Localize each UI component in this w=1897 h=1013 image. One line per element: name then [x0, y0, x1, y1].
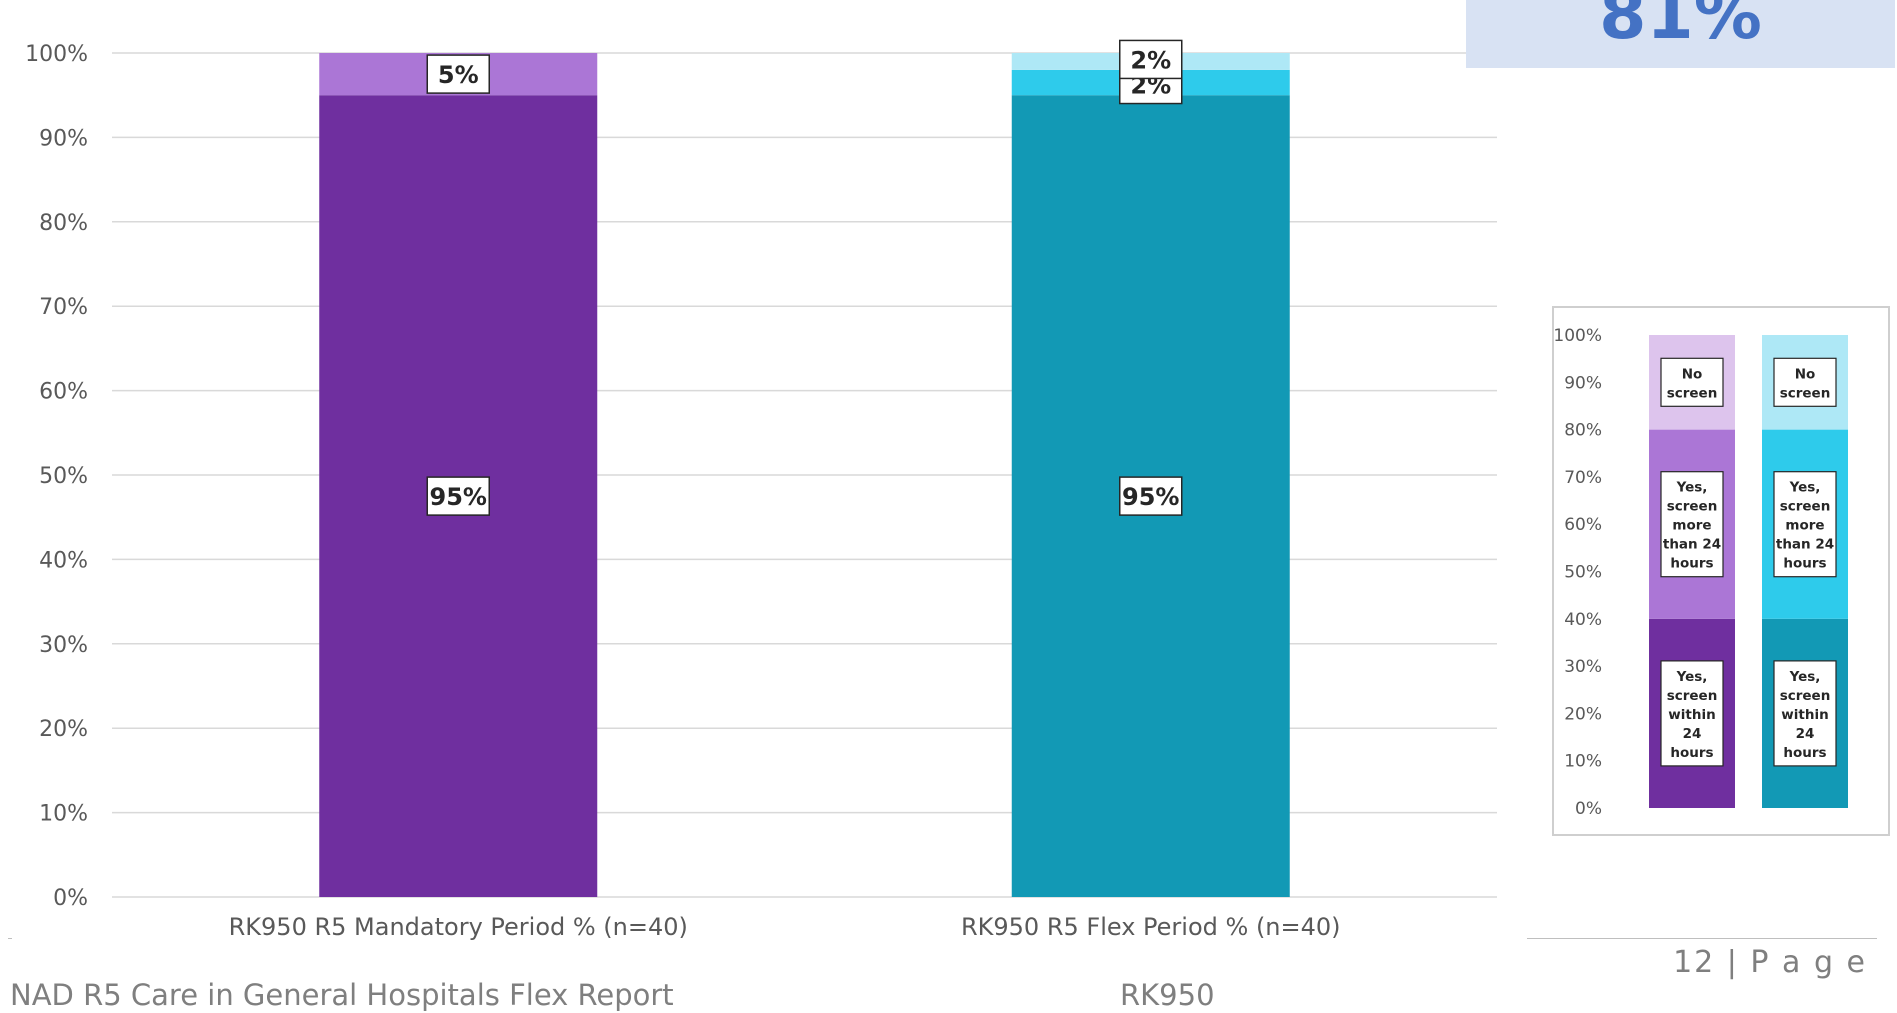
page-number: 12 | P a g e — [1673, 945, 1867, 980]
data-label-box — [1119, 39, 1183, 80]
legend-y-tick-label: 40% — [1564, 610, 1602, 630]
legend-series-label: Yes, screen more than 24 hours — [1776, 480, 1834, 572]
y-tick-label: 50% — [39, 464, 88, 489]
legend-series-label: No screen — [1780, 366, 1831, 401]
footer-rule — [1527, 938, 1877, 939]
data-label-box — [426, 54, 490, 94]
data-label: 2% — [1130, 46, 1171, 74]
legend-y-tick-label: 60% — [1564, 515, 1602, 535]
data-label: 95% — [430, 483, 487, 511]
legend-label-box — [1660, 660, 1724, 767]
y-tick-label: 40% — [39, 548, 88, 573]
legend-y-tick-label: 90% — [1564, 373, 1602, 393]
y-tick-label: 10% — [39, 802, 88, 827]
y-tick-label: 20% — [39, 717, 88, 742]
footer-center-label: RK950 — [1120, 978, 1215, 1012]
legend-label-box — [1773, 471, 1837, 578]
data-label-box — [1119, 476, 1183, 516]
legend-y-tick-label: 100% — [1554, 326, 1602, 346]
legend-y-tick-label: 30% — [1564, 657, 1602, 677]
legend-label-box — [1660, 471, 1724, 578]
legend-series-label: No screen — [1667, 366, 1718, 401]
highlight-box: 81% — [1466, 0, 1895, 68]
highlight-value: 81% — [1599, 0, 1762, 55]
y-tick-label: 90% — [39, 126, 88, 151]
legend-stacked-bar-chart: 0% 10% 20% 30% 40% 50% 60% 70% 80% 90% 100% Yes, scr… — [1554, 326, 1848, 819]
legend-y-tick-label: 20% — [1564, 704, 1602, 724]
legend-series-label: Yes, screen within 24 hours — [1667, 669, 1718, 761]
x-category-label: RK950 R5 Flex Period % (n=40) — [961, 913, 1341, 941]
data-label: 95% — [1122, 483, 1179, 511]
legend-y-tick-label: 0% — [1575, 799, 1602, 819]
y-tick-label: 0% — [53, 886, 88, 911]
data-label: 5% — [438, 61, 479, 89]
y-tick-label: 100% — [25, 42, 88, 67]
legend-chart-box: 0% 10% 20% 30% 40% 50% 60% 70% 80% 90% 100% Yes, scr… — [1552, 306, 1890, 836]
footer-dash-mark — [8, 938, 12, 939]
legend-series-label: Yes, screen within 24 hours — [1780, 669, 1831, 761]
footer-report-title: NAD R5 Care in General Hospitals Flex Re… — [10, 978, 674, 1012]
legend-y-tick-label: 10% — [1564, 752, 1602, 772]
x-category-label: RK950 R5 Mandatory Period % (n=40) — [229, 913, 688, 941]
main-stacked-bar-chart: 0% 10% 20% 30% 40% 50% 60% 70% 80% 90% 100% 95% 5% RK… — [25, 39, 1497, 941]
legend-series-label: Yes, screen more than 24 hours — [1663, 480, 1721, 572]
legend-y-tick-label: 80% — [1564, 421, 1602, 441]
y-tick-label: 60% — [39, 380, 88, 405]
y-tick-label: 80% — [39, 211, 88, 236]
y-tick-label: 70% — [39, 295, 88, 320]
legend-y-tick-label: 70% — [1564, 468, 1602, 488]
legend-label-box — [1773, 357, 1837, 407]
data-label-box — [426, 476, 490, 516]
legend-y-tick-label: 50% — [1564, 563, 1602, 583]
legend-label-box — [1660, 357, 1724, 407]
y-tick-label: 30% — [39, 633, 88, 658]
legend-label-box — [1773, 660, 1837, 767]
